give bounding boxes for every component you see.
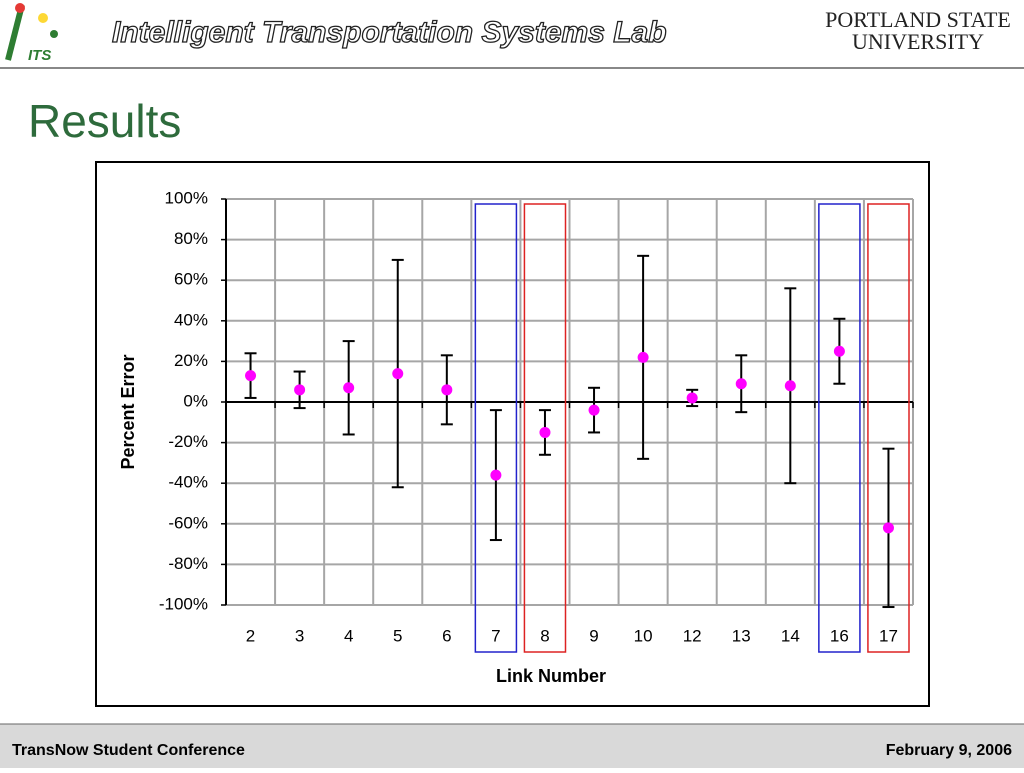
highlight-box bbox=[474, 203, 518, 653]
logo-text: ITS bbox=[28, 47, 51, 64]
header-band bbox=[0, 0, 1024, 68]
x-tick-label: 4 bbox=[344, 626, 353, 645]
point bbox=[539, 426, 551, 438]
point bbox=[686, 392, 698, 404]
footer-text: TransNow Student Conference bbox=[12, 742, 245, 759]
logo-dot bbox=[38, 13, 48, 23]
slide-title: Results bbox=[28, 95, 181, 147]
y-tick-label: -100% bbox=[159, 594, 208, 613]
y-tick-label: 100% bbox=[165, 188, 208, 207]
point bbox=[588, 404, 600, 416]
point bbox=[441, 384, 453, 396]
x-tick-label: 8 bbox=[540, 626, 549, 645]
y-tick-label: 20% bbox=[174, 351, 208, 370]
university-name: PORTLAND STATE bbox=[825, 7, 1011, 32]
x-tick-label: 2 bbox=[246, 626, 255, 645]
x-tick-label: 16 bbox=[830, 626, 849, 645]
y-tick-label: 60% bbox=[174, 270, 208, 289]
x-tick-label: 14 bbox=[781, 626, 800, 645]
chart-frame bbox=[95, 161, 930, 707]
x-tick-label: 7 bbox=[491, 626, 500, 645]
point bbox=[392, 368, 404, 380]
x-tick-label: 6 bbox=[442, 626, 451, 645]
header-title: Intelligent Transportation Systems Lab bbox=[112, 16, 667, 49]
x-tick-label: 12 bbox=[683, 626, 702, 645]
y-tick-label: 40% bbox=[174, 310, 208, 329]
point bbox=[343, 382, 355, 394]
y-tick-label: -60% bbox=[168, 513, 208, 532]
point bbox=[294, 384, 306, 396]
point bbox=[784, 380, 796, 392]
x-tick-label: 17 bbox=[879, 626, 898, 645]
point bbox=[833, 345, 845, 357]
point bbox=[637, 351, 649, 363]
point bbox=[735, 378, 747, 390]
logo-dot bbox=[15, 3, 25, 13]
x-tick-label: 3 bbox=[295, 626, 304, 645]
point bbox=[882, 522, 894, 534]
y-tick-label: -80% bbox=[168, 554, 208, 573]
university-name: UNIVERSITY bbox=[852, 29, 984, 54]
y-tick-label: -20% bbox=[168, 432, 208, 451]
y-axis-label: Percent Error bbox=[118, 354, 138, 469]
point bbox=[490, 469, 502, 481]
x-tick-label: 9 bbox=[589, 626, 598, 645]
y-tick-label: -40% bbox=[168, 473, 208, 492]
x-tick-label: 5 bbox=[393, 626, 402, 645]
logo-slash bbox=[5, 4, 25, 61]
logo-dot bbox=[50, 30, 58, 38]
highlight-box bbox=[523, 203, 567, 653]
highlight-box bbox=[818, 203, 861, 653]
y-tick-label: 80% bbox=[174, 229, 208, 248]
y-tick-label: 0% bbox=[183, 391, 208, 410]
x-axis-label: Link Number bbox=[496, 666, 606, 686]
highlight-box bbox=[867, 203, 910, 653]
footer-band bbox=[0, 724, 1024, 768]
x-tick-label: 10 bbox=[634, 626, 653, 645]
x-tick-label: 13 bbox=[732, 626, 751, 645]
point bbox=[245, 370, 257, 382]
footer-text: February 9, 2006 bbox=[886, 742, 1012, 759]
